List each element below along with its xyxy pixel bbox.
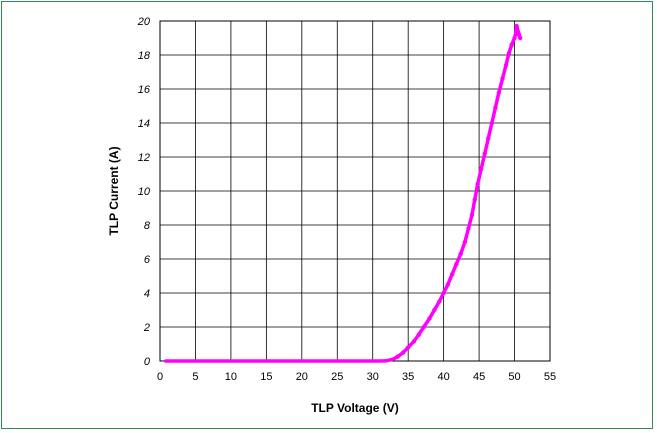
x-tick-label: 20: [296, 371, 308, 383]
data-point: [482, 151, 487, 156]
y-axis-title: TLP Current (A): [107, 146, 121, 235]
data-point: [489, 120, 495, 126]
data-point: [427, 316, 432, 321]
x-tick-label: 50: [508, 371, 520, 383]
data-point: [458, 251, 463, 257]
data-point: [405, 345, 411, 350]
x-tick-label: 10: [225, 371, 237, 383]
y-tick-label: 20: [137, 16, 151, 28]
data-point: [454, 261, 459, 267]
x-tick-label: 40: [438, 371, 450, 383]
data-point: [486, 136, 491, 141]
data-point: [479, 166, 484, 172]
data-point: [401, 350, 406, 355]
grid-lines: [159, 20, 551, 362]
data-point: [493, 105, 498, 110]
data-point: [449, 272, 455, 277]
y-tick-label: 14: [138, 118, 150, 130]
data-point: [506, 51, 512, 56]
y-tick-label: 12: [138, 152, 150, 164]
x-tick-label: 15: [260, 371, 272, 383]
x-tick-label: 45: [473, 371, 485, 383]
data-point: [475, 182, 480, 187]
data-point: [500, 76, 505, 82]
x-tick-label: 30: [367, 371, 379, 383]
y-tick-label: 6: [144, 254, 151, 266]
data-point: [432, 307, 437, 313]
data-point: [421, 324, 426, 330]
series-line: [163, 24, 522, 363]
data-point: [515, 29, 520, 34]
y-tick-label: 0: [144, 356, 151, 368]
y-tick-label: 4: [144, 288, 150, 300]
x-tick-label: 35: [402, 371, 414, 383]
data-point: [503, 62, 509, 68]
y-tick-label: 10: [138, 186, 151, 198]
data-point: [496, 90, 502, 95]
data-point: [411, 339, 417, 344]
data-point: [512, 35, 517, 41]
data-point: [509, 42, 514, 47]
data-point: [437, 299, 442, 304]
x-tick-label: 55: [544, 371, 556, 383]
data-point: [462, 239, 468, 245]
data-point: [466, 226, 471, 231]
data-point: [516, 32, 521, 37]
data-point: [445, 282, 451, 287]
y-tick-label: 8: [144, 220, 151, 232]
data-point: [518, 35, 523, 41]
y-tick-label: 18: [138, 50, 151, 62]
y-tick-label: 16: [138, 84, 151, 96]
data-point: [514, 23, 519, 29]
data-point: [469, 212, 475, 217]
x-axis-ticks: 0 5 10 15 20 25 30 35 40 45 50 55: [157, 371, 556, 383]
data-point: [395, 354, 400, 359]
x-tick-label: 0: [157, 371, 163, 383]
data-point: [472, 197, 478, 202]
data-point: [441, 290, 446, 296]
data-point: [416, 332, 422, 337]
x-axis-title: TLP Voltage (V): [311, 401, 399, 415]
series-layer: [163, 23, 523, 363]
x-tick-label: 5: [192, 371, 198, 383]
x-tick-label: 25: [331, 371, 343, 383]
y-axis-ticks: 0 2 4 6 8 10 12 14 16 18 20: [137, 16, 151, 368]
y-tick-label: 2: [143, 322, 150, 334]
